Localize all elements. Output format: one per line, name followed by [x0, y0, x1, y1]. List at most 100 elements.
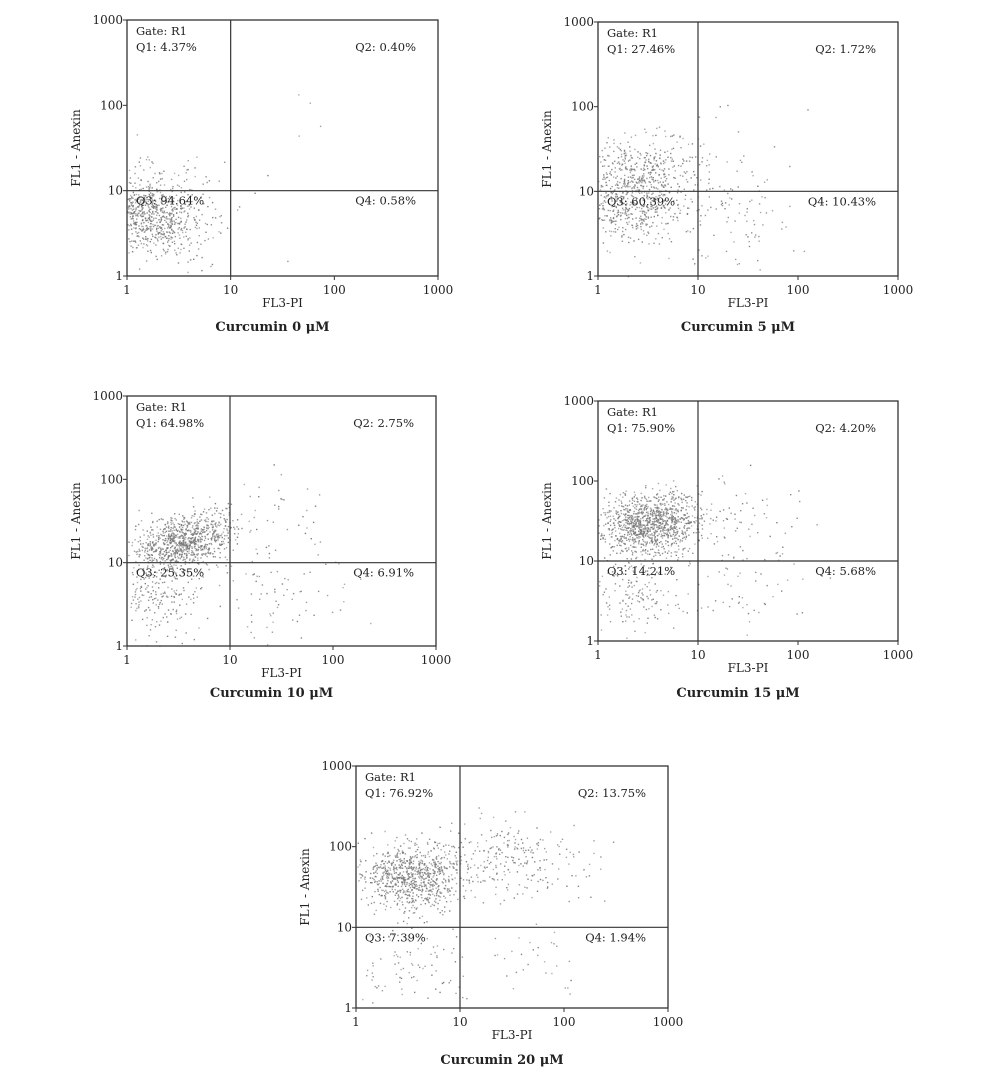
event-point	[135, 224, 138, 226]
event-point	[435, 901, 437, 904]
event-point	[190, 574, 193, 576]
event-point	[626, 505, 629, 507]
event-point	[171, 588, 173, 590]
event-point	[150, 198, 153, 200]
event-point	[180, 543, 182, 545]
event-point	[721, 554, 724, 557]
event-point	[191, 515, 193, 517]
event-point	[186, 200, 188, 202]
event-point	[200, 547, 202, 549]
event-point	[737, 186, 739, 188]
event-point	[677, 503, 679, 505]
event-point	[600, 186, 603, 188]
event-point	[190, 533, 192, 535]
event-point	[735, 258, 737, 261]
event-point	[637, 509, 640, 511]
event-point	[653, 511, 656, 513]
panel-caption: Curcumin 10 μM	[210, 686, 333, 701]
event-point	[666, 508, 668, 510]
event-point	[606, 173, 608, 175]
event-point	[148, 209, 150, 212]
event-point	[148, 549, 151, 551]
event-point	[366, 897, 368, 899]
event-point	[171, 601, 173, 603]
event-point	[140, 179, 142, 181]
event-point	[413, 879, 415, 882]
event-point	[424, 884, 426, 886]
event-point	[280, 474, 283, 476]
event-point	[167, 239, 170, 242]
event-point	[638, 521, 640, 523]
event-point	[758, 611, 760, 614]
event-point	[648, 500, 650, 502]
event-point	[143, 211, 145, 213]
event-point	[172, 214, 175, 216]
event-point	[207, 524, 209, 527]
event-point	[663, 497, 665, 500]
event-point	[668, 516, 671, 519]
event-point	[635, 566, 637, 568]
event-point	[680, 497, 682, 499]
event-point	[210, 537, 212, 540]
event-point	[156, 208, 158, 210]
event-point	[143, 559, 145, 561]
event-point	[176, 536, 178, 538]
event-point	[643, 536, 645, 539]
event-point	[634, 519, 637, 521]
event-point	[608, 165, 610, 167]
event-point	[416, 907, 418, 909]
event-point	[636, 518, 639, 520]
event-point	[389, 886, 391, 888]
event-point	[157, 532, 159, 534]
event-point	[188, 204, 191, 206]
event-point	[171, 520, 173, 522]
event-point	[641, 175, 644, 177]
event-point	[200, 243, 202, 245]
event-point	[172, 215, 175, 217]
event-point	[670, 543, 673, 546]
event-point	[655, 497, 658, 499]
event-point	[173, 576, 176, 578]
event-point	[609, 219, 611, 221]
event-point	[656, 509, 658, 512]
event-point	[138, 194, 140, 196]
event-point	[384, 885, 386, 887]
event-point	[627, 210, 629, 213]
event-point	[672, 527, 674, 529]
event-point	[211, 201, 214, 204]
event-point	[411, 883, 413, 885]
event-point	[151, 220, 153, 222]
event-point	[136, 200, 139, 203]
event-point	[624, 494, 627, 496]
event-point	[664, 130, 666, 132]
event-point	[416, 873, 419, 875]
event-point	[728, 507, 730, 509]
event-point	[751, 171, 753, 173]
event-point	[198, 546, 200, 548]
event-point	[194, 513, 196, 515]
event-point	[212, 524, 214, 526]
event-point	[625, 521, 627, 524]
event-point	[657, 182, 660, 184]
event-point	[152, 551, 155, 553]
event-point	[687, 496, 689, 498]
event-point	[186, 178, 188, 181]
event-point	[382, 876, 384, 878]
event-point	[226, 507, 228, 510]
event-point	[680, 147, 682, 149]
event-point	[407, 847, 410, 849]
event-point	[734, 513, 736, 515]
event-point	[643, 524, 646, 527]
event-point	[250, 614, 253, 616]
event-point	[419, 877, 421, 879]
event-point	[690, 177, 692, 179]
event-point	[166, 544, 169, 546]
event-point	[631, 614, 633, 616]
event-point	[638, 526, 640, 528]
event-point	[631, 192, 634, 194]
event-point	[373, 855, 375, 857]
event-point	[619, 181, 621, 184]
event-point	[634, 184, 636, 186]
event-point	[170, 205, 173, 208]
event-point	[149, 208, 152, 211]
